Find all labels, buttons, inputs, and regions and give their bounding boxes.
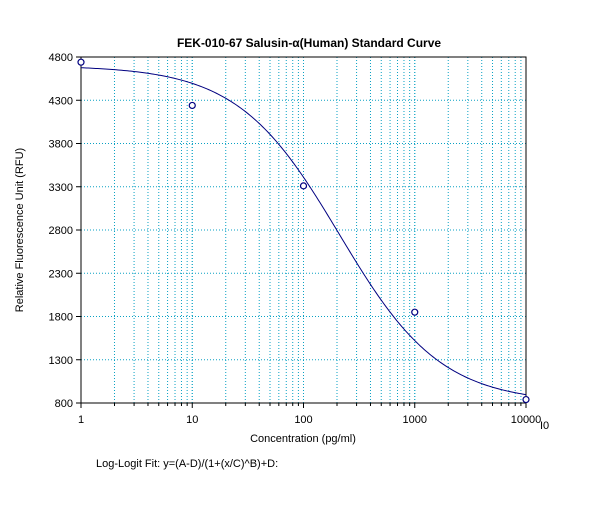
data-point [522,395,530,404]
data-points [77,58,530,404]
y-tick-label: 4800 [49,52,73,64]
x-axis-label: Concentration (pg/ml) [250,433,356,445]
data-point [299,182,308,190]
y-tick-label: 2300 [49,268,73,280]
x-tick-label: 100 [294,414,312,426]
x-tick-label: 10 [186,414,198,426]
data-point [188,101,196,110]
y-tick-label: 3300 [49,182,73,194]
x-ticks: 1 10 100 1000 10000 [78,403,541,426]
y-tick-label: 1300 [49,355,73,367]
fit-curve-group [80,67,527,396]
y-tick-label: 800 [55,398,73,410]
y-tick-label: 2800 [49,225,73,237]
axis-stray-label: I0 [540,420,549,432]
data-point [411,308,419,316]
y-axis-label: Relative Fluorescence Unit (RFU) [14,148,26,312]
y-tick-label: 4300 [49,95,73,107]
fit-curve [80,67,527,396]
y-ticks: 800 1300 1800 2300 2800 3300 3800 4300 4800 [49,52,81,410]
x-tick-label: 1000 [403,414,427,426]
chart-title: FEK-010-67 Salusin-α(Human) Standard Cur… [177,36,441,50]
data-point [77,58,85,66]
grid [81,57,526,403]
y-tick-label: 3800 [49,139,73,151]
y-tick-label: 1800 [49,312,73,324]
x-tick-label: 10000 [511,414,542,426]
x-tick-label: 1 [78,414,84,426]
fit-equation-label: Log-Logit Fit: y=(A-D)/(1+(x/C)^B)+D: [96,458,278,470]
